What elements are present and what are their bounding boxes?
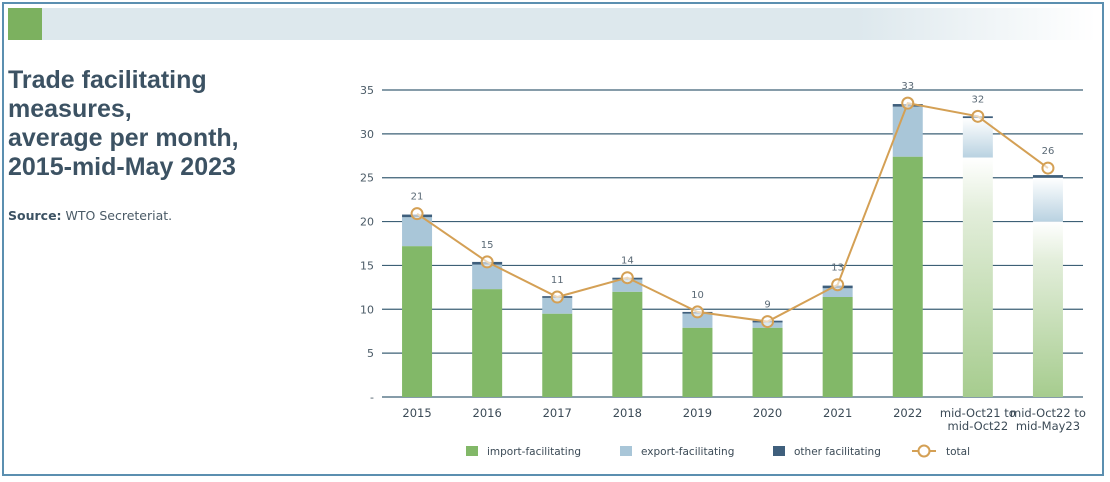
- total-marker: [831, 278, 845, 292]
- chart-title: Trade facilitating measures, average per…: [8, 66, 318, 182]
- legend-swatch: [620, 446, 632, 456]
- x-tick-label: 2017: [543, 406, 572, 420]
- bar-import: [682, 327, 713, 397]
- x-tick-label: 2018: [613, 406, 642, 420]
- data-label: 10: [691, 290, 704, 301]
- x-tick-label: mid-Oct22 to: [1010, 406, 1086, 420]
- x-tick-label: 2022: [893, 406, 922, 420]
- bar-export: [822, 288, 853, 298]
- x-tick-label: 2020: [753, 406, 782, 420]
- data-label: 32: [971, 94, 984, 105]
- bar-import: [472, 289, 503, 397]
- bar-import: [822, 297, 853, 397]
- bar-import: [962, 157, 993, 397]
- bar-export: [1032, 177, 1063, 222]
- bar-export: [682, 313, 713, 328]
- total-marker: [971, 109, 985, 123]
- x-tick-label: mid-Oct21 to: [940, 406, 1016, 420]
- bar-import: [892, 156, 923, 397]
- legend-label: other facilitating: [794, 446, 881, 458]
- legend-label: import-facilitating: [487, 446, 581, 458]
- total-marker: [410, 207, 424, 221]
- legend-label: total: [946, 446, 970, 458]
- bar-other: [1032, 175, 1063, 178]
- bar-export: [542, 297, 573, 314]
- y-tick-label: 25: [360, 172, 374, 185]
- legend-marker: [917, 444, 931, 458]
- bar-import: [402, 246, 433, 397]
- data-label: 26: [1042, 146, 1055, 157]
- accent-swatch: [8, 8, 42, 40]
- data-label: 21: [411, 192, 424, 203]
- x-tick-label: 2019: [683, 406, 712, 420]
- data-label: 11: [551, 275, 564, 286]
- data-label: 15: [481, 240, 494, 251]
- y-tick-label: 20: [360, 216, 374, 229]
- legend-swatch: [466, 446, 478, 456]
- title-line: measures,: [8, 95, 132, 123]
- bar-import: [752, 327, 783, 397]
- y-tick-label: 35: [360, 84, 374, 97]
- source-label: Source:: [8, 208, 62, 223]
- total-marker: [480, 255, 494, 269]
- legend-swatch: [773, 446, 785, 456]
- y-tick-label: 10: [360, 303, 374, 316]
- bar-import: [612, 291, 643, 397]
- total-marker: [550, 290, 564, 304]
- y-tick-label: 30: [360, 128, 374, 141]
- bar-export: [402, 217, 433, 247]
- total-line: [416, 102, 1049, 323]
- total-marker: [690, 305, 704, 319]
- total-marker: [620, 271, 634, 285]
- x-tick-label: 2016: [473, 406, 502, 420]
- total-marker: [1041, 161, 1055, 175]
- data-label: 14: [621, 256, 634, 267]
- x-tick-label: mid-May23: [1016, 419, 1080, 433]
- data-label: 13: [831, 263, 844, 274]
- total-marker: [901, 96, 915, 110]
- y-tick-label: -: [370, 391, 374, 404]
- title-line: Trade facilitating: [8, 66, 207, 94]
- header-band: [8, 8, 1096, 40]
- source-text: WTO Secreteriat.: [65, 208, 173, 223]
- source-note: Source: WTO Secreteriat.: [8, 208, 172, 223]
- bar-export: [612, 279, 643, 292]
- data-label: 9: [764, 300, 770, 311]
- y-tick-label: 5: [367, 347, 374, 360]
- x-tick-label: 2021: [823, 406, 852, 420]
- title-line: 2015-mid-May 2023: [8, 153, 236, 181]
- bar-export: [472, 264, 503, 290]
- data-label: 33: [901, 81, 914, 92]
- x-tick-label: 2015: [402, 406, 431, 420]
- total-marker: [761, 315, 775, 329]
- bar-import: [542, 313, 573, 397]
- y-tick-label: 15: [360, 259, 374, 272]
- legend-label: export-facilitating: [641, 446, 734, 458]
- title-line: average per month,: [8, 124, 239, 152]
- x-tick-label: mid-Oct22: [948, 419, 1009, 433]
- bar-import: [1032, 221, 1063, 397]
